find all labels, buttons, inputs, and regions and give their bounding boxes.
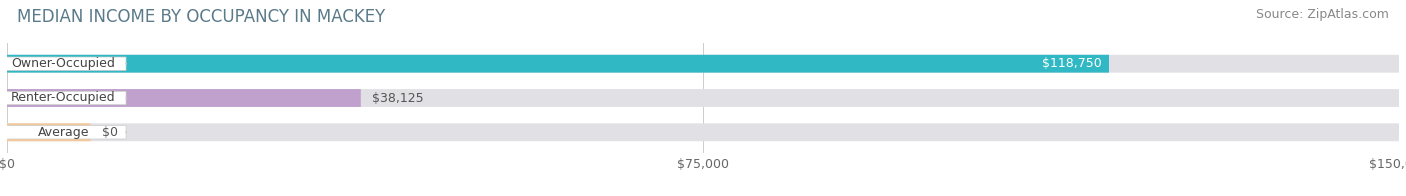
Text: Source: ZipAtlas.com: Source: ZipAtlas.com [1256, 8, 1389, 21]
FancyBboxPatch shape [7, 123, 1399, 141]
FancyBboxPatch shape [7, 123, 90, 141]
FancyBboxPatch shape [7, 89, 1399, 107]
FancyBboxPatch shape [1, 126, 127, 139]
Text: $118,750: $118,750 [1042, 57, 1102, 70]
FancyBboxPatch shape [7, 89, 361, 107]
Text: $38,125: $38,125 [373, 92, 423, 104]
FancyBboxPatch shape [1, 57, 127, 70]
Text: Owner-Occupied: Owner-Occupied [11, 57, 115, 70]
Text: MEDIAN INCOME BY OCCUPANCY IN MACKEY: MEDIAN INCOME BY OCCUPANCY IN MACKEY [17, 8, 385, 26]
Text: Average: Average [38, 126, 89, 139]
FancyBboxPatch shape [7, 55, 1109, 73]
Text: Renter-Occupied: Renter-Occupied [11, 92, 115, 104]
FancyBboxPatch shape [7, 55, 1399, 73]
FancyBboxPatch shape [1, 91, 127, 105]
Text: $0: $0 [101, 126, 118, 139]
